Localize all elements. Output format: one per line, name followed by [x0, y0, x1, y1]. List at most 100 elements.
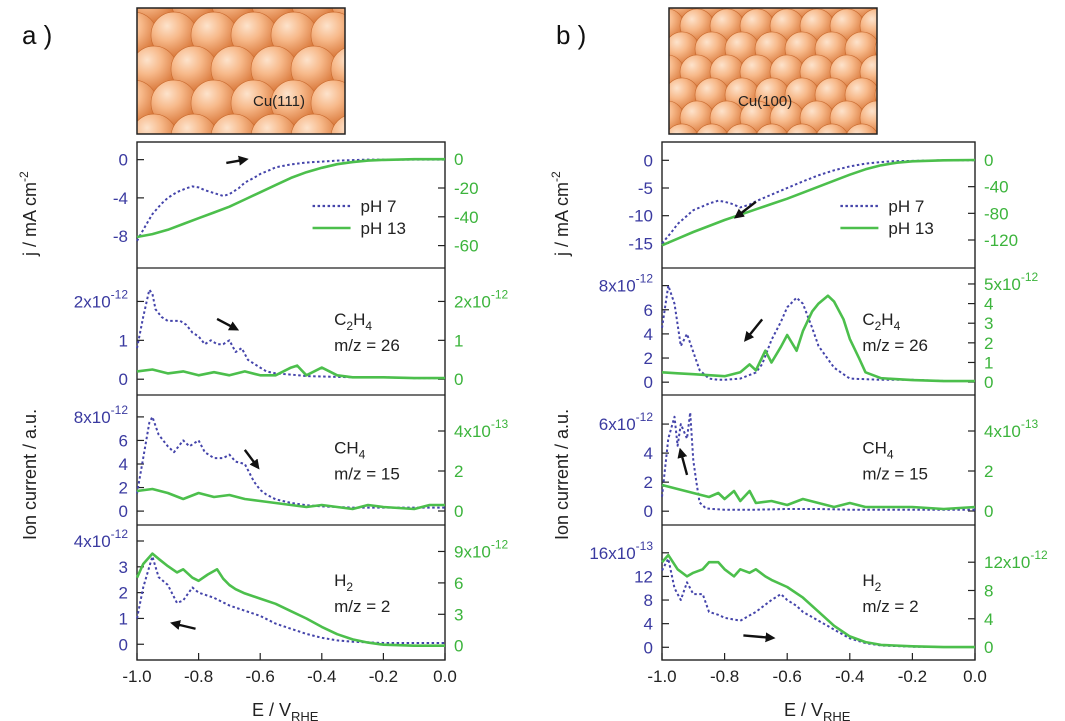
x-tick-label: -1.0 — [122, 667, 151, 686]
left-tick-label: 12 — [634, 567, 653, 586]
right-tick-label: 4x10-13 — [454, 417, 509, 441]
left-tick-label: 4 — [644, 325, 653, 344]
left-tick-label: 6x10-12 — [599, 410, 654, 434]
mz-label: m/z = 15 — [862, 465, 928, 484]
scan-direction-arrow — [733, 200, 757, 219]
scan-direction-arrow — [743, 318, 764, 342]
right-tick-label: 6 — [454, 574, 463, 593]
x-tick-label: -0.8 — [184, 667, 213, 686]
mz-label: m/z = 26 — [862, 336, 928, 355]
cu100-surface-image: Cu(100) — [668, 7, 878, 135]
left-tick-label: 4 — [644, 444, 653, 463]
left-tick-label: 0 — [644, 151, 653, 170]
plot-frame — [661, 141, 976, 661]
left-tick-label: 8x10-12 — [74, 403, 129, 427]
x-tick-label: -1.0 — [647, 667, 676, 686]
scan-direction-arrow — [243, 449, 260, 470]
left-tick-label: 3 — [119, 558, 128, 577]
series-line-ph13 — [136, 364, 445, 380]
species-label: C2H4 — [862, 310, 900, 333]
x-tick-label: -0.4 — [835, 667, 864, 686]
right-tick-label: 0 — [984, 502, 993, 521]
copper-atom-sphere — [786, 123, 818, 134]
right-tick-label: -120 — [984, 231, 1018, 250]
series-line-ph7 — [136, 288, 445, 380]
x-axis-title-b: E / VRHE — [784, 700, 851, 721]
left-tick-label: 4x10-12 — [74, 527, 129, 551]
panel-b-label: b ) — [556, 20, 586, 50]
legend-label-ph13: pH 13 — [361, 219, 406, 238]
left-tick-label: 0 — [119, 370, 128, 389]
right-tick-label: 4x10-13 — [984, 417, 1039, 441]
copper-atom-sphere — [137, 133, 138, 134]
series-line-ph13 — [135, 552, 445, 647]
scan-direction-arrow — [226, 155, 249, 166]
x-tick-label: -0.6 — [246, 667, 275, 686]
legend-label-ph7: pH 7 — [361, 197, 397, 216]
series-line-ph13 — [136, 487, 445, 511]
x-axis-title-a: E / VRHE — [252, 700, 319, 721]
series-line-ph7 — [661, 411, 975, 511]
species-label: H2 — [862, 571, 881, 594]
x-tick-label: -0.8 — [710, 667, 739, 686]
right-tick-label: -40 — [454, 208, 479, 227]
series-line-ph13 — [661, 553, 975, 649]
copper-atom-sphere — [874, 86, 877, 104]
copper-atom-sphere — [669, 123, 698, 134]
copper-atom-sphere — [290, 113, 338, 134]
left-tick-label: 16x10-13 — [589, 539, 653, 563]
x-tick-label: -0.6 — [773, 667, 802, 686]
legend-label-ph13: pH 13 — [888, 219, 933, 238]
left-tick-label: 0 — [119, 635, 128, 654]
right-tick-label: -20 — [454, 179, 479, 198]
scan-direction-arrow — [677, 447, 689, 476]
copper-atom-sphere — [874, 40, 877, 58]
right-tick-label: -60 — [454, 237, 479, 256]
copper-atom-sphere — [330, 115, 345, 134]
copper-atom-sphere — [669, 45, 670, 53]
left-tick-label: 0 — [119, 151, 128, 170]
left-tick-label: -10 — [628, 207, 653, 226]
right-tick-label: 8 — [984, 581, 993, 600]
copper-atom-sphere — [91, 0, 137, 24]
right-tick-label: 1 — [454, 331, 463, 350]
x-tick-label: -0.2 — [898, 667, 927, 686]
right-tick-label: 0 — [454, 370, 463, 389]
left-tick-label: 6 — [119, 431, 128, 450]
x-tick-label: -0.2 — [369, 667, 398, 686]
species-label: CH4 — [862, 439, 894, 462]
left-tick-label: 2 — [644, 473, 653, 492]
surface-label-cu111: Cu(111) — [253, 93, 305, 110]
left-tick-label: 2 — [644, 349, 653, 368]
cu111-surface-image: Cu(111) — [91, 0, 346, 135]
series-line-ph13 — [661, 158, 976, 247]
copper-atom-sphere — [137, 113, 178, 134]
x-tick-label: -0.4 — [307, 667, 336, 686]
right-tick-label: 0 — [454, 502, 463, 521]
right-tick-label: 0 — [984, 151, 993, 170]
x-tick-label: 0.0 — [963, 667, 987, 686]
copper-atom-sphere — [669, 91, 670, 99]
left-tick-label: -8 — [113, 227, 128, 246]
right-tick-label: 0 — [454, 637, 463, 656]
right-tick-label: 0 — [454, 150, 463, 169]
series-line-ph7 — [661, 284, 975, 382]
copper-atom-sphere — [756, 123, 788, 134]
series-line-ph13 — [661, 483, 976, 511]
mz-label: m/z = 2 — [334, 597, 390, 616]
series-line-ph7 — [661, 557, 975, 648]
species-label: H2 — [334, 571, 353, 594]
left-tick-label: 2 — [119, 584, 128, 603]
copper-atom-sphere — [210, 113, 258, 134]
right-tick-label: 1 — [984, 353, 993, 372]
mz-label: m/z = 2 — [862, 597, 918, 616]
series-line-ph13 — [661, 294, 975, 383]
legend-label-ph7: pH 7 — [888, 197, 924, 216]
right-tick-label: 2 — [984, 462, 993, 481]
right-tick-label: -80 — [984, 204, 1009, 223]
right-tick-label: 3 — [984, 314, 993, 333]
left-tick-label: 0 — [644, 373, 653, 392]
copper-atom-sphere — [696, 123, 728, 134]
left-tick-label: 2 — [119, 479, 128, 498]
